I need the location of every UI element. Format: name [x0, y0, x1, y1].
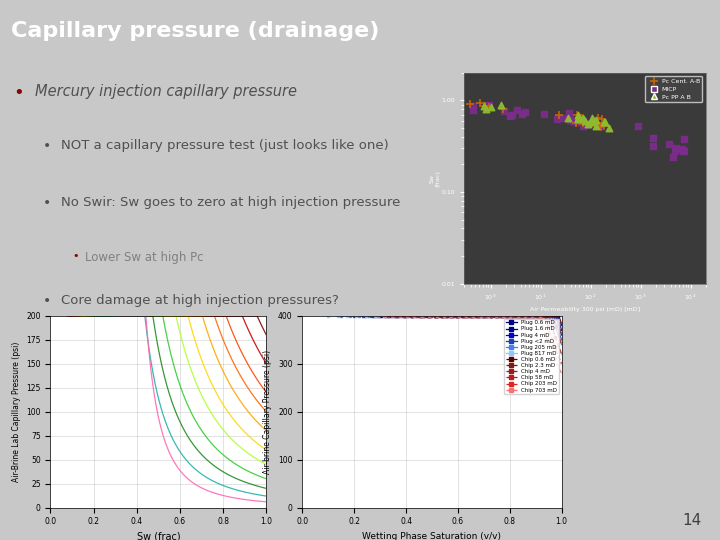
Point — [593, 122, 605, 130]
Text: Mercury injection capillary pressure: Mercury injection capillary pressure — [35, 84, 297, 99]
Point — [464, 99, 476, 108]
Point — [478, 102, 490, 110]
Point — [571, 118, 582, 126]
X-axis label: Sw (frac): Sw (frac) — [137, 532, 180, 540]
Point — [504, 112, 516, 120]
Text: •: • — [43, 139, 51, 153]
Point — [480, 105, 492, 113]
Point — [576, 114, 588, 123]
Text: Core damage at high injection pressures?: Core damage at high injection pressures? — [61, 294, 339, 307]
Point — [538, 110, 549, 119]
Point — [586, 113, 598, 122]
Point — [506, 111, 518, 119]
Y-axis label: Air-brine Capillary Pressure (psi): Air-brine Capillary Pressure (psi) — [264, 350, 272, 474]
Point — [553, 110, 564, 119]
X-axis label: Wetting Phase Saturation (v/v): Wetting Phase Saturation (v/v) — [362, 532, 502, 540]
Point — [647, 142, 659, 151]
Point — [590, 122, 602, 130]
Text: •: • — [13, 84, 24, 102]
Text: No Swir: Sw goes to zero at high injection pressure: No Swir: Sw goes to zero at high injecti… — [61, 196, 400, 209]
Point — [563, 109, 575, 117]
Point — [570, 118, 582, 127]
Point — [575, 114, 586, 123]
Point — [467, 105, 478, 114]
Point — [593, 113, 604, 122]
Point — [577, 114, 589, 123]
Point — [598, 118, 610, 126]
Point — [592, 118, 603, 127]
Point — [586, 119, 598, 127]
Point — [676, 145, 688, 154]
Point — [597, 114, 608, 123]
Point — [678, 135, 690, 144]
Point — [577, 117, 588, 125]
Text: Capillary pressure (drainage): Capillary pressure (drainage) — [11, 21, 379, 41]
Point — [585, 117, 597, 126]
Point — [600, 117, 611, 126]
Point — [483, 101, 495, 110]
Point — [577, 119, 589, 128]
Text: •: • — [43, 196, 51, 210]
Point — [663, 139, 675, 148]
Point — [572, 111, 584, 120]
Point — [551, 115, 562, 124]
Y-axis label: Air-Brine Lab Capillary Pressure (psi): Air-Brine Lab Capillary Pressure (psi) — [12, 342, 21, 482]
Point — [678, 147, 689, 156]
Point — [557, 113, 569, 122]
Point — [670, 144, 682, 153]
Point — [497, 104, 508, 113]
Point — [567, 117, 579, 125]
Point — [590, 116, 602, 125]
Point — [632, 122, 644, 131]
Point — [571, 110, 582, 119]
Point — [580, 120, 591, 129]
Point — [667, 153, 678, 161]
Y-axis label: Sw
(frac): Sw (frac) — [430, 170, 441, 187]
Point — [572, 115, 584, 124]
Point — [495, 101, 506, 110]
Point — [593, 122, 604, 130]
Point — [562, 113, 574, 122]
Text: Lower Sw at high Pc: Lower Sw at high Pc — [85, 251, 204, 264]
Point — [510, 106, 522, 114]
Point — [577, 122, 588, 131]
Point — [474, 99, 485, 107]
X-axis label: Air Permeability 300 psi (mD) [mD]: Air Permeability 300 psi (mD) [mD] — [530, 307, 640, 312]
Point — [580, 116, 591, 125]
Point — [519, 107, 531, 116]
Point — [564, 116, 575, 125]
Legend: Pc Cent. A-B, MICP, Pc PP A B: Pc Cent. A-B, MICP, Pc PP A B — [645, 76, 703, 102]
Point — [572, 113, 583, 122]
Text: •: • — [72, 251, 78, 261]
Point — [678, 146, 690, 155]
Point — [582, 119, 594, 128]
Point — [669, 147, 680, 156]
Text: 14: 14 — [683, 513, 702, 528]
Point — [568, 117, 580, 125]
Text: NOT a capillary pressure test (just looks like one): NOT a capillary pressure test (just look… — [61, 139, 389, 152]
Point — [580, 120, 591, 129]
Point — [578, 119, 590, 127]
Point — [575, 117, 586, 126]
Point — [485, 103, 497, 111]
Point — [498, 107, 510, 116]
Text: •: • — [43, 294, 51, 308]
Point — [598, 122, 610, 130]
Legend: Plug 0.6 mD, Plug 1.6 mD, Plug 4 mD, Plug <2 mD, Plug 205 mD, Plug 817 mD, Chip : Plug 0.6 mD, Plug 1.6 mD, Plug 4 mD, Plu… — [504, 319, 559, 394]
Point — [603, 124, 615, 132]
Point — [467, 102, 479, 110]
Point — [483, 103, 495, 111]
Point — [590, 120, 601, 129]
Point — [595, 123, 607, 131]
Point — [647, 133, 659, 142]
Point — [517, 110, 528, 118]
Point — [567, 116, 578, 125]
Point — [479, 102, 490, 111]
